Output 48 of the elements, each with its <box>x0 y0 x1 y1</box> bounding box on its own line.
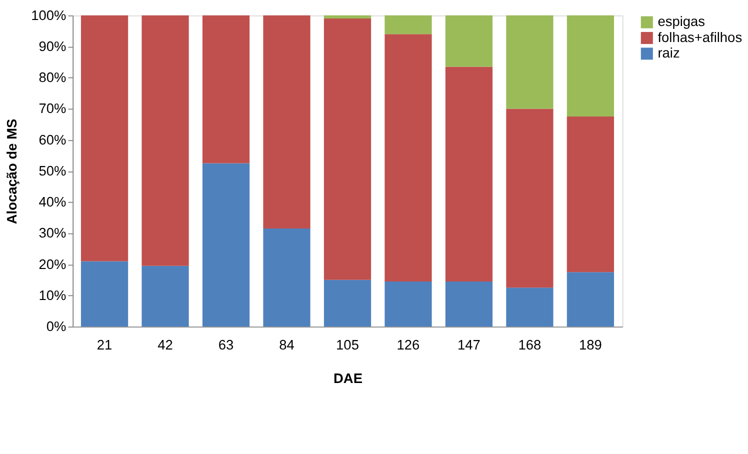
y-tick-label: 20% <box>38 256 66 272</box>
y-tick-label: 40% <box>38 194 66 210</box>
y-tick-label: 80% <box>38 70 66 86</box>
bar <box>445 15 493 67</box>
bar <box>324 280 372 327</box>
bar <box>324 15 372 19</box>
x-tick-label: 147 <box>458 338 480 353</box>
y-tick-label: 10% <box>38 288 66 303</box>
bar <box>384 15 432 34</box>
bar <box>566 116 614 272</box>
bar <box>142 266 189 327</box>
bar <box>324 18 372 280</box>
x-tick-label: 84 <box>279 338 295 353</box>
y-tick-label: 0% <box>46 318 66 334</box>
bar <box>202 163 250 327</box>
bar <box>202 15 250 164</box>
x-tick-label: 63 <box>218 338 234 353</box>
bar <box>384 34 432 282</box>
bar <box>263 15 310 229</box>
bar <box>506 15 554 109</box>
x-tick-label: 126 <box>396 338 420 353</box>
y-tick-label: 70% <box>38 101 66 116</box>
legend-label: raiz <box>658 46 680 61</box>
bar <box>263 228 310 327</box>
bar <box>506 288 554 327</box>
legend-label: espigas <box>658 14 706 30</box>
y-tick-label: 60% <box>38 132 66 148</box>
x-tick-label: 21 <box>96 338 112 353</box>
bar <box>80 15 128 262</box>
y-axis-title: Alocação de MS <box>4 118 20 224</box>
bar <box>445 281 493 327</box>
y-tick-label: 50% <box>38 163 66 178</box>
x-tick-label: 105 <box>336 338 360 353</box>
y-tick-label: 30% <box>38 226 66 241</box>
bar <box>566 15 614 117</box>
bar <box>80 261 128 327</box>
x-tick-label: 189 <box>579 338 602 353</box>
x-tick-label: 42 <box>158 338 173 353</box>
x-tick-label: 168 <box>518 338 542 353</box>
x-axis-title: DAE <box>333 371 362 386</box>
y-tick-label: 100% <box>31 8 66 23</box>
bar <box>445 66 493 282</box>
bar <box>142 15 189 266</box>
y-tick-label: 90% <box>38 38 66 54</box>
bar <box>506 108 554 288</box>
legend-label: folhas+afilhos <box>658 30 742 45</box>
bar <box>384 281 432 327</box>
bar <box>566 272 614 327</box>
